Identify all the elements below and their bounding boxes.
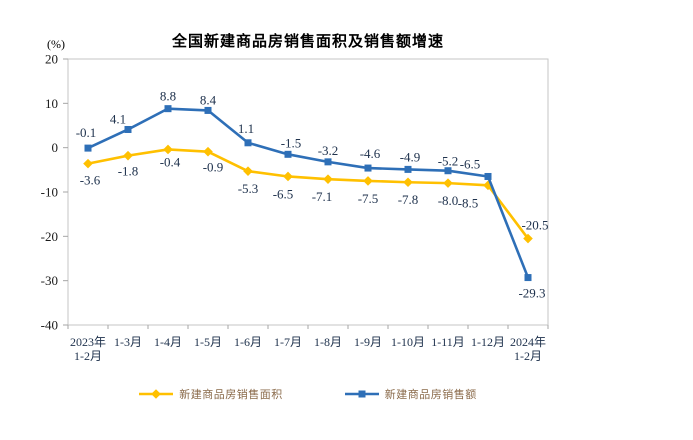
- data-label: -7.1: [312, 189, 333, 204]
- data-label: -5.3: [238, 181, 259, 196]
- plot-area-border: [67, 58, 549, 326]
- x-axis-category-label: 1-2月: [514, 349, 542, 363]
- x-axis-category-label: 1-8月: [314, 335, 342, 349]
- square-marker: [444, 167, 452, 175]
- x-axis-category-label: 1-5月: [194, 335, 222, 349]
- square-marker: [84, 144, 92, 152]
- diamond-marker: [203, 146, 213, 157]
- square-marker: [324, 158, 332, 166]
- square-marker: [204, 106, 212, 114]
- diamond-marker: [123, 150, 133, 161]
- legend-line-square-icon: [344, 390, 379, 398]
- x-axis-category-label: 1-11月: [431, 335, 465, 349]
- legend-line-diamond-icon: [139, 389, 174, 399]
- diamond-marker: [483, 180, 493, 191]
- diamond-marker: [163, 144, 173, 155]
- data-label: -0.1: [76, 125, 97, 140]
- y-axis-tick-label: 10: [45, 96, 58, 111]
- diamond-marker: [243, 166, 253, 176]
- square-marker: [244, 139, 252, 147]
- square-marker: [404, 165, 412, 173]
- x-axis-category-label: 2024年: [510, 335, 546, 349]
- data-label: -8.0: [438, 193, 459, 208]
- square-marker: [284, 150, 292, 158]
- data-label: 1.1: [238, 121, 254, 136]
- legend-label: 新建商品房销售面积: [179, 389, 283, 401]
- data-label: -7.8: [398, 192, 419, 207]
- x-axis-category-label: 1-6月: [234, 335, 262, 349]
- data-label: -8.5: [458, 195, 479, 210]
- x-axis-category-label: 1-7月: [274, 335, 302, 349]
- series-line-sales-amount: [86, 107, 530, 279]
- y-axis-unit-label: (%): [47, 37, 65, 51]
- data-label: -4.9: [400, 149, 421, 164]
- x-axis-category-label: 1-2月: [74, 349, 102, 363]
- diamond-marker: [523, 233, 533, 244]
- diamond-marker: [443, 178, 453, 188]
- square-marker: [364, 164, 372, 172]
- data-label: -1.5: [281, 135, 302, 150]
- data-label: -0.4: [160, 154, 181, 169]
- chart-title: 全国新建商品房销售面积及销售额增速: [171, 33, 444, 50]
- y-axis-tick-label: -10: [41, 185, 58, 200]
- legend-item: 新建商品房销售面积: [139, 386, 283, 402]
- square-marker: [164, 105, 172, 113]
- diamond-marker: [283, 171, 293, 182]
- y-axis-tick-label: 20: [45, 52, 58, 67]
- diamond-marker: [323, 174, 333, 184]
- x-axis-category-label: 2023年: [70, 335, 106, 349]
- square-marker: [524, 274, 532, 282]
- square-marker: [484, 172, 492, 180]
- data-label: -4.6: [360, 146, 381, 161]
- data-label: 8.4: [200, 92, 217, 107]
- legend-item: 新建商品房销售额: [344, 386, 477, 402]
- data-label: -0.9: [203, 160, 224, 175]
- x-axis-category-label: 1-9月: [354, 335, 382, 349]
- x-axis-category-label: 1-10月: [391, 335, 425, 349]
- y-axis-tick-label: -20: [41, 229, 58, 244]
- diamond-marker: [363, 176, 373, 186]
- data-label: -29.3: [518, 286, 545, 301]
- y-axis-tick-label: -40: [41, 318, 58, 333]
- series-line-sales-area: [86, 148, 530, 240]
- data-label: -7.5: [358, 191, 379, 206]
- data-label: -5.2: [438, 154, 459, 169]
- y-axis-tick-label: -30: [41, 273, 58, 288]
- data-label: 4.1: [110, 111, 126, 126]
- diamond-marker: [83, 158, 93, 169]
- square-marker: [124, 125, 132, 133]
- legend: 新建商品房销售面积 新建商品房销售额: [68, 386, 548, 402]
- legend-label: 新建商品房销售额: [384, 389, 477, 401]
- x-axis-category-label: 1-12月: [471, 335, 505, 349]
- y-axis-tick-label: 0: [52, 140, 59, 155]
- data-label: -6.5: [273, 186, 294, 201]
- data-label: -3.6: [80, 173, 101, 188]
- diamond-marker: [403, 177, 413, 188]
- data-label: -1.8: [118, 164, 139, 179]
- data-label: -6.5: [460, 156, 481, 171]
- data-label: 8.8: [160, 89, 176, 104]
- x-axis-category-label: 1-4月: [154, 335, 182, 349]
- data-label: -20.5: [521, 218, 548, 233]
- x-axis-category-label: 1-3月: [114, 335, 142, 349]
- data-label: -3.2: [318, 143, 339, 158]
